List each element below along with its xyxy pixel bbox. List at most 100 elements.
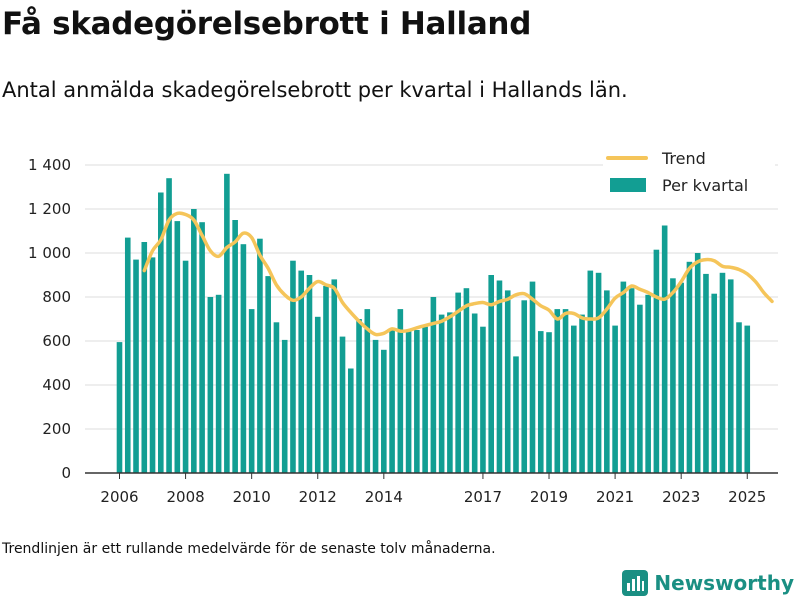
- bar: [620, 281, 627, 473]
- bar: [471, 313, 478, 473]
- bar: [504, 290, 511, 473]
- y-tick-label: 400: [42, 376, 71, 394]
- bar: [488, 275, 494, 473]
- x-tick-label: 2021: [596, 488, 634, 506]
- bar: [422, 326, 428, 473]
- bar: [645, 294, 651, 473]
- bar: [579, 314, 585, 473]
- bar-chart: 0 200 400 600 800 1 000 1 200 1 400 2006 2008 201…: [28, 145, 778, 506]
- chart-footnote: Trendlinjen är ett rullande medelvärde f…: [2, 541, 496, 557]
- bar: [224, 173, 230, 474]
- bar: [331, 279, 338, 473]
- bar: [562, 309, 569, 473]
- x-tick-label: 2008: [166, 488, 204, 506]
- bar: [124, 237, 131, 473]
- bar: [405, 330, 412, 473]
- x-tick-label: 2023: [662, 488, 700, 506]
- bar: [339, 336, 346, 473]
- bar: [232, 220, 238, 473]
- bar: [438, 314, 445, 473]
- bar: [612, 325, 618, 473]
- x-tick-label: 2012: [299, 488, 337, 506]
- bar: [587, 270, 594, 473]
- bar: [364, 309, 371, 473]
- bar: [207, 297, 214, 473]
- bar: [628, 288, 635, 473]
- chart-title: Få skadegörelsebrott i Halland: [2, 6, 532, 42]
- bar: [546, 332, 552, 473]
- bar: [182, 260, 189, 473]
- bar: [215, 294, 222, 473]
- bar: [397, 309, 404, 473]
- bar: [480, 326, 486, 473]
- bar: [496, 280, 503, 473]
- bar: [463, 288, 470, 473]
- bar: [356, 319, 362, 473]
- bar: [372, 339, 379, 473]
- y-tick-label: 1 400: [28, 156, 71, 174]
- newsworthy-logo-icon: [622, 570, 649, 596]
- bar: [290, 260, 296, 473]
- bar: [323, 286, 329, 473]
- bar: [381, 349, 387, 473]
- x-tick-label: 2010: [233, 488, 271, 506]
- x-tick-label: 2017: [464, 488, 502, 506]
- bar: [554, 309, 561, 473]
- bar: [133, 259, 139, 473]
- bar: [314, 316, 321, 473]
- y-tick-label: 1 200: [28, 200, 71, 218]
- bar: [529, 281, 536, 473]
- bar: [571, 325, 577, 473]
- bar: [430, 297, 437, 473]
- bar: [595, 272, 602, 473]
- bar: [149, 257, 156, 473]
- chart-subtitle: Antal anmälda skadegörelsebrott per kvar…: [2, 78, 628, 102]
- y-tick-label: 200: [42, 420, 71, 438]
- bar: [661, 225, 668, 473]
- bar: [653, 249, 660, 473]
- bar: [141, 242, 148, 473]
- x-tick-label: 2025: [728, 488, 766, 506]
- y-tick-label: 600: [42, 332, 71, 350]
- y-tick-label: 800: [42, 288, 71, 306]
- newsworthy-logo[interactable]: Newsworthy: [622, 568, 794, 598]
- x-tick-label: 2006: [100, 488, 138, 506]
- bar: [686, 261, 693, 473]
- bar: [389, 330, 395, 473]
- y-axis-ticks: 0 200 400 600 800 1 000 1 200 1 400: [28, 156, 71, 482]
- bar: [273, 322, 280, 473]
- bar: [265, 276, 271, 473]
- bar: [414, 330, 420, 473]
- bar: [711, 293, 718, 473]
- bar: [455, 292, 461, 473]
- bar: [727, 279, 734, 473]
- bar: [347, 368, 354, 473]
- bar: [298, 270, 305, 473]
- x-tick-label: 2019: [530, 488, 568, 506]
- bar: [158, 192, 164, 473]
- bar: [257, 238, 263, 473]
- bar: [736, 322, 742, 473]
- legend-bar-label: Per kvartal: [662, 176, 748, 195]
- bar: [694, 253, 701, 473]
- bar: [281, 339, 288, 473]
- y-tick-label: 0: [61, 464, 71, 482]
- newsworthy-logo-text: Newsworthy: [654, 571, 794, 595]
- trend-line: [142, 211, 774, 337]
- bar: [637, 304, 643, 473]
- bar: [116, 342, 123, 473]
- bar: [513, 356, 519, 473]
- bar: [703, 273, 709, 473]
- bar: [537, 331, 544, 473]
- bar: [240, 244, 247, 473]
- x-axis-ticks: 2006 2008 2010 2012 2014 2017 2019 2021 2023 2025: [100, 473, 766, 506]
- x-tick-label: 2014: [365, 488, 403, 506]
- bar: [166, 178, 172, 473]
- legend: Trend Per kvartal: [603, 145, 775, 205]
- bar: [521, 300, 528, 473]
- bar: [248, 309, 255, 473]
- bar: [604, 290, 610, 473]
- bar: [678, 282, 684, 473]
- bar: [191, 209, 197, 473]
- bar: [719, 272, 726, 473]
